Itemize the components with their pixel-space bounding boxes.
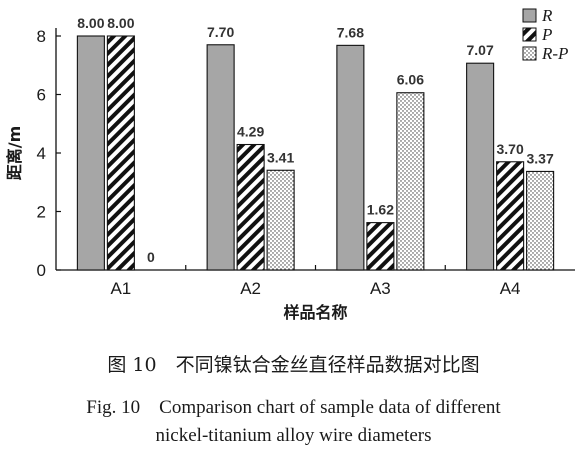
bar-r-p-a3 [396,92,425,271]
bar-r-a2 [206,44,235,271]
figure-caption-english-line1: Fig. 10 Comparison chart of sample data … [86,397,501,418]
data-label-r-a2: 7.70 [207,24,234,40]
x-tick-label: A2 [240,279,261,298]
x-tick-label: A1 [110,279,131,298]
figure-caption-chinese: 图 10 不同镍钛合金丝直径样品数据对比图 [107,354,480,376]
data-label-p-a1: 8.00 [107,15,134,31]
y-tick-label: 2 [37,203,46,222]
legend-swatch-r [522,8,537,23]
bar-chart: 0 2 4 6 8 A1 A2 A3 A4 8.00 7.70 7.68 7.07 8.00 4.29 1.6… [5,6,575,322]
y-tick-label: 0 [37,261,46,280]
data-label-p-a2: 4.29 [237,124,264,140]
data-label-r-a3: 7.68 [337,24,364,40]
data-label-r-p-a2: 3.41 [267,149,294,165]
x-axis-label: 样品名称 [283,303,347,322]
y-tick-label: 4 [37,144,46,163]
legend-label-r: R [541,6,553,25]
data-label-p-a3: 1.62 [367,202,394,218]
legend-label-p: P [541,25,552,44]
legend-label-r-p: R-P [541,44,568,63]
figure-caption-english-line2: nickel-titanium alloy wire diameters [155,425,432,446]
bar-r-a4 [466,62,495,271]
legend-swatch-r-p [522,46,537,61]
bar-r-a1 [76,35,105,271]
bar-p-a3 [366,222,395,271]
data-label-p-a4: 3.70 [497,141,524,157]
data-label-r-p-a4: 3.37 [527,150,554,166]
data-label-r-a4: 7.07 [467,42,494,58]
x-tick-label: A4 [500,279,521,298]
y-tick-label: 8 [37,27,46,46]
bar-p-a4 [496,161,525,271]
x-tick-label: A3 [370,279,391,298]
bar-p-a1 [106,35,135,271]
bar-r-p-a4 [526,170,555,271]
data-label-r-a1: 8.00 [77,15,104,31]
bar-p-a2 [236,143,265,271]
legend-swatch-p [522,27,537,42]
y-axis-label: 距离/m [5,126,24,181]
bar-r-p-a2 [266,169,295,271]
bar-r-a3 [336,44,365,271]
y-tick-label: 6 [37,86,46,105]
data-label-r-p-a3: 6.06 [397,72,424,88]
data-label-r-p-a1: 0 [147,249,155,265]
